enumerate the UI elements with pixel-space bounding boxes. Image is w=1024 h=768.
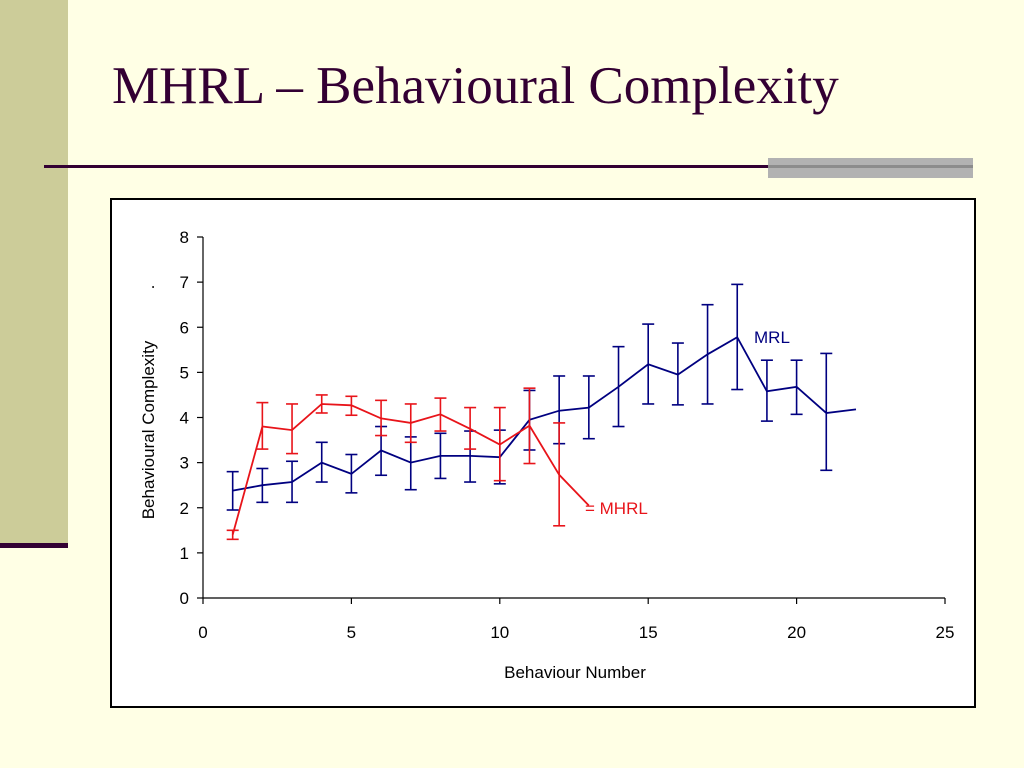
x-tick-label: 20 (787, 623, 806, 642)
title-accent-bar-line (768, 165, 973, 168)
accent-band-line (0, 543, 68, 548)
chart-series: MRL = MHRL (226, 283, 857, 541)
x-tick-label: 15 (639, 623, 658, 642)
y-axis-label: Behavioural Complexity (139, 340, 158, 519)
y-tick-label: 6 (180, 318, 189, 337)
y-tick-label: 4 (180, 409, 189, 428)
y-tick-label: 1 (180, 544, 189, 563)
x-tick-label: 10 (490, 623, 509, 642)
y-tick-label: 8 (180, 228, 189, 247)
series-label-mhrl: = MHRL (585, 499, 648, 518)
y-axis-label-suffix: . (139, 285, 158, 290)
series-line (231, 403, 590, 536)
y-tick-label: 5 (180, 363, 189, 382)
x-tick-label: 25 (936, 623, 955, 642)
chart-axes: 0 1 2 3 4 5 6 7 8 0 5 10 15 20 25 (180, 228, 955, 642)
series-mhrl (226, 387, 590, 541)
y-tick-label: 7 (180, 273, 189, 292)
series-line (232, 335, 857, 492)
x-tick-label: 0 (198, 623, 207, 642)
accent-band (0, 0, 68, 548)
y-tick-label: 3 (180, 454, 189, 473)
y-tick-label: 0 (180, 589, 189, 608)
slide-title: MHRL – Behavioural Complexity (112, 57, 839, 115)
title-divider (44, 165, 774, 168)
y-tick-label: 2 (180, 499, 189, 518)
x-axis-label: Behaviour Number (504, 663, 646, 682)
series-label-mrl: MRL (754, 328, 790, 347)
x-tick-label: 5 (347, 623, 356, 642)
title-accent-bar (768, 158, 973, 178)
